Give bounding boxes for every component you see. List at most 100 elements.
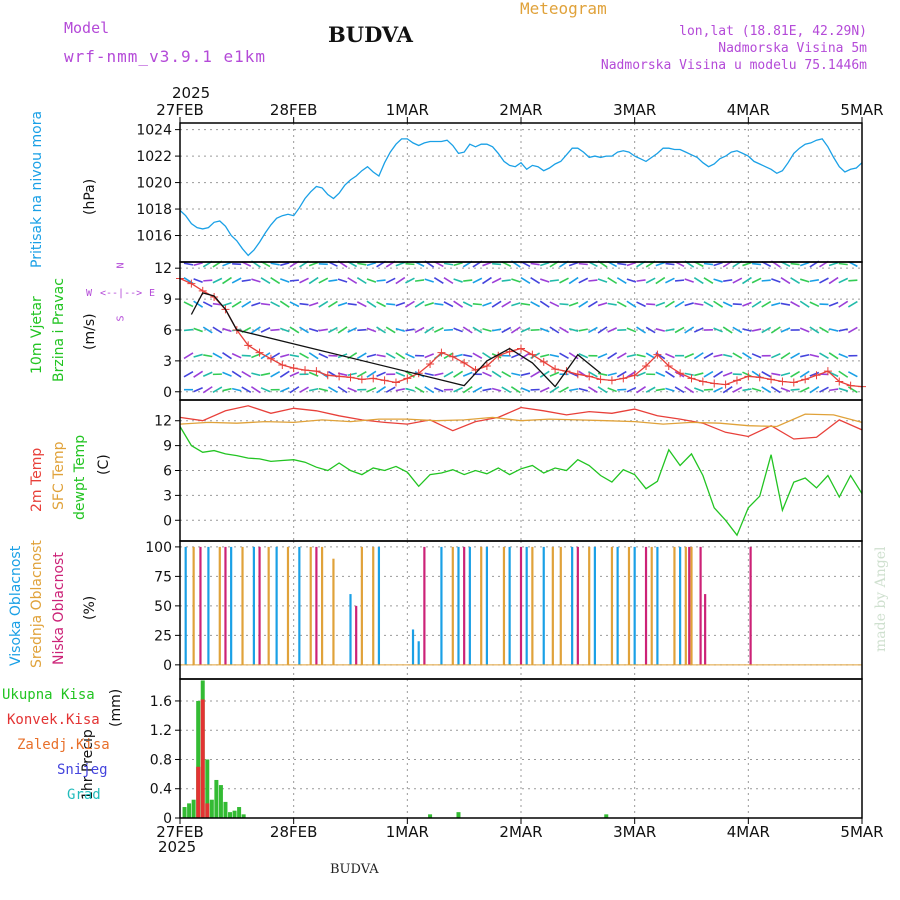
time-label-top: 2MAR	[499, 101, 542, 119]
bar-mark	[199, 546, 202, 665]
wind-barb	[549, 353, 560, 358]
speed-marker	[630, 371, 639, 380]
wind-barb	[472, 303, 482, 306]
bar-mark	[192, 546, 195, 665]
wind-barb	[665, 277, 675, 284]
wind-barb	[799, 386, 810, 393]
wind-barb	[443, 370, 454, 378]
wind-barb	[799, 300, 810, 308]
time-label-bottom: 27FEB	[156, 823, 203, 841]
bar-mark	[456, 812, 461, 818]
bar-mark	[559, 546, 562, 665]
wind-barb	[308, 371, 319, 377]
wind-barb	[260, 372, 271, 376]
speed-marker	[323, 371, 332, 380]
wind-barb	[472, 386, 483, 393]
wind-barb	[376, 386, 387, 394]
wind-barb	[732, 352, 743, 360]
y-tick-label: 9	[163, 292, 172, 308]
wind-barb	[222, 352, 232, 360]
wind-barb	[251, 353, 261, 359]
wind-barb	[828, 301, 839, 307]
wind-barb	[491, 328, 502, 332]
bar-mark	[417, 641, 420, 665]
wind-barb	[376, 326, 387, 334]
wind-barb	[799, 370, 810, 378]
y-tick-label: 0	[163, 658, 172, 674]
wind-barb	[607, 277, 618, 285]
y-tick-label: 6	[163, 464, 172, 480]
speed-marker	[642, 362, 651, 371]
wind-barb	[482, 276, 492, 285]
wind-barb	[250, 326, 261, 334]
bar-mark	[228, 812, 233, 818]
bar-mark	[223, 801, 228, 818]
wind-barb	[443, 328, 454, 332]
wind-barb	[491, 300, 502, 308]
wind-barb	[655, 371, 666, 378]
y-tick-label: 9	[163, 439, 172, 455]
bar-mark	[673, 546, 676, 665]
wind-barb	[510, 386, 521, 394]
speed-marker	[653, 350, 662, 359]
wind-barb	[559, 326, 569, 334]
wind-barb	[828, 261, 839, 267]
wind-barb	[703, 388, 713, 391]
compass-e: E	[149, 288, 156, 299]
bar-mark	[258, 546, 261, 665]
bar-mark	[355, 605, 358, 665]
wind-barb	[222, 276, 232, 285]
bar-mark	[200, 699, 205, 818]
y-tick-label: 0	[163, 513, 172, 529]
bar-mark	[207, 546, 210, 665]
wind-barb	[761, 371, 772, 378]
time-label-bottom: 1MAR	[386, 823, 429, 841]
bar-mark	[315, 546, 318, 665]
wind-barb	[790, 262, 800, 266]
wind-barb	[511, 372, 521, 377]
wind-barb	[722, 301, 733, 308]
time-label-top: 27FEB	[156, 101, 203, 119]
speed-marker	[460, 358, 469, 367]
bar-mark	[463, 546, 466, 665]
wind-barb	[799, 261, 810, 267]
bar-mark	[377, 546, 381, 665]
wind-barb	[328, 386, 338, 394]
bar-mark	[241, 814, 246, 818]
wind-barb	[626, 327, 637, 333]
wind-barb	[809, 386, 820, 394]
wind-barb	[308, 352, 319, 360]
bar-mark	[182, 807, 187, 818]
wind-barb	[607, 352, 618, 360]
wind-barb	[703, 277, 714, 284]
wind-barb	[491, 387, 502, 392]
wind-barb	[299, 302, 309, 306]
lines-layer	[176, 138, 866, 537]
wind-barb	[299, 386, 309, 393]
series-line	[179, 405, 863, 440]
wind-barb	[280, 353, 290, 358]
wind-barb	[770, 326, 781, 334]
bar-mark	[187, 803, 192, 818]
wind-barb	[568, 352, 579, 360]
wind-barb	[723, 353, 733, 358]
wind-barb	[462, 326, 473, 334]
wind-barb	[395, 371, 406, 377]
wind-barb	[742, 371, 752, 378]
series-line	[179, 413, 863, 428]
wind-barb	[607, 372, 617, 377]
y-tick-label: 1.2	[150, 723, 172, 739]
year-bottom: 2025	[158, 838, 197, 856]
bar-mark	[218, 546, 221, 665]
wind-barb	[665, 353, 675, 359]
bar-mark	[650, 546, 653, 665]
compass-w: W	[86, 288, 93, 299]
wind-barb	[356, 301, 367, 308]
speed-marker	[357, 375, 366, 384]
bar-mark	[309, 546, 312, 665]
wind-barb	[453, 370, 464, 378]
wind-barb	[674, 371, 685, 378]
speed-marker	[585, 372, 594, 381]
model-altitude-text: Nadmorska Visina u modelu 75.1446m	[600, 58, 867, 73]
wind-barb	[472, 277, 483, 284]
